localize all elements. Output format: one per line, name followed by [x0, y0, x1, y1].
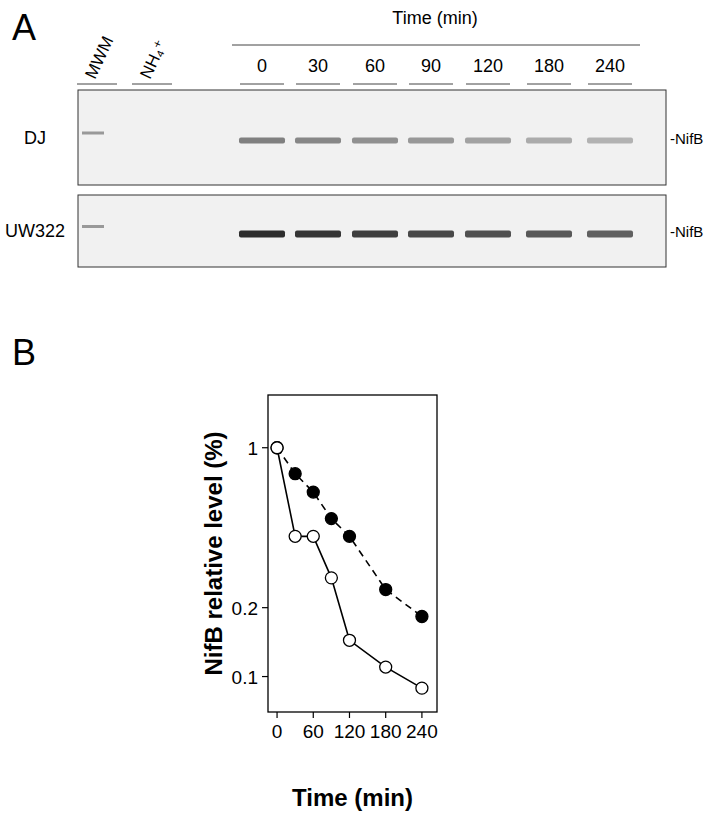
protein-band — [295, 138, 341, 144]
protein-band — [465, 231, 511, 238]
data-point — [416, 611, 428, 623]
protein-band — [352, 231, 398, 238]
blot-membrane — [78, 90, 666, 185]
protein-band — [408, 138, 454, 144]
lane-underline — [132, 84, 172, 85]
protein-band — [587, 138, 633, 144]
x-axis-label: Time (min) — [292, 784, 413, 811]
data-point — [380, 661, 392, 673]
protein-band — [587, 231, 633, 238]
lane-underline — [353, 84, 397, 85]
row-label: DJ — [24, 128, 46, 148]
protein-band — [239, 138, 285, 144]
x-tick-label: 240 — [406, 721, 438, 742]
data-point — [271, 442, 283, 454]
protein-band — [465, 138, 511, 144]
lane-underline — [77, 84, 117, 85]
x-tick — [421, 712, 422, 718]
protein-band — [239, 231, 285, 238]
protein-band — [526, 231, 572, 238]
lane-underline — [409, 84, 453, 85]
plot-data — [271, 442, 428, 694]
x-tick — [349, 712, 350, 718]
lane-underline — [527, 84, 571, 85]
panel-label: B — [12, 332, 36, 373]
x-tick — [276, 712, 277, 718]
data-point — [380, 584, 392, 596]
plot-frame — [268, 395, 437, 712]
x-tick-label: 120 — [334, 721, 366, 742]
data-point — [289, 468, 301, 480]
data-point — [271, 442, 283, 454]
lane-underline — [296, 84, 340, 85]
y-tick — [262, 607, 268, 608]
data-point — [325, 572, 337, 584]
time-label: 60 — [365, 56, 385, 76]
band-label: -NifB — [670, 223, 703, 240]
series-line — [277, 448, 422, 617]
x-tick-label: 60 — [303, 721, 324, 742]
time-label: 30 — [308, 56, 328, 76]
lane-label: NH₄⁺ — [136, 37, 170, 82]
time-label: 0 — [257, 56, 267, 76]
protein-band — [352, 138, 398, 144]
lane-underline — [588, 84, 632, 85]
y-tick-label: 0.2 — [232, 598, 258, 619]
x-tick-label: 180 — [370, 721, 402, 742]
ladder-band — [82, 225, 104, 228]
time-title: Time (min) — [392, 8, 477, 28]
blot-membrane — [78, 195, 666, 267]
y-tick-label: 1 — [247, 438, 258, 459]
time-label: 120 — [473, 56, 503, 76]
data-point — [325, 513, 337, 525]
band-label: -NifB — [670, 130, 703, 147]
time-bracket — [232, 45, 640, 46]
y-tick — [262, 447, 268, 448]
ladder-band — [82, 132, 104, 135]
panel-label: A — [12, 7, 36, 48]
y-axis-label: NifB relative level (%) — [200, 431, 227, 675]
lane-underline — [240, 84, 284, 85]
data-point — [416, 682, 428, 694]
time-label: 240 — [595, 56, 625, 76]
row-label: UW322 — [5, 221, 65, 241]
data-point — [343, 634, 355, 646]
protein-band — [526, 138, 572, 144]
x-tick-label: 0 — [272, 721, 283, 742]
lane-underline — [466, 84, 510, 85]
y-tick-label: 0.1 — [232, 667, 258, 688]
time-label: 180 — [534, 56, 564, 76]
lane-label: MWM — [81, 33, 117, 81]
protein-band — [408, 231, 454, 238]
series-line — [277, 448, 422, 688]
y-tick — [262, 676, 268, 677]
x-tick — [385, 712, 386, 718]
protein-band — [295, 231, 341, 238]
time-label: 90 — [421, 56, 441, 76]
x-tick — [313, 712, 314, 718]
figure: ABMWMNH₄⁺Time (min)0306090120180240DJ-Ni… — [0, 0, 719, 826]
data-point — [307, 530, 319, 542]
data-point — [289, 530, 301, 542]
data-point — [343, 530, 355, 542]
data-point — [307, 486, 319, 498]
